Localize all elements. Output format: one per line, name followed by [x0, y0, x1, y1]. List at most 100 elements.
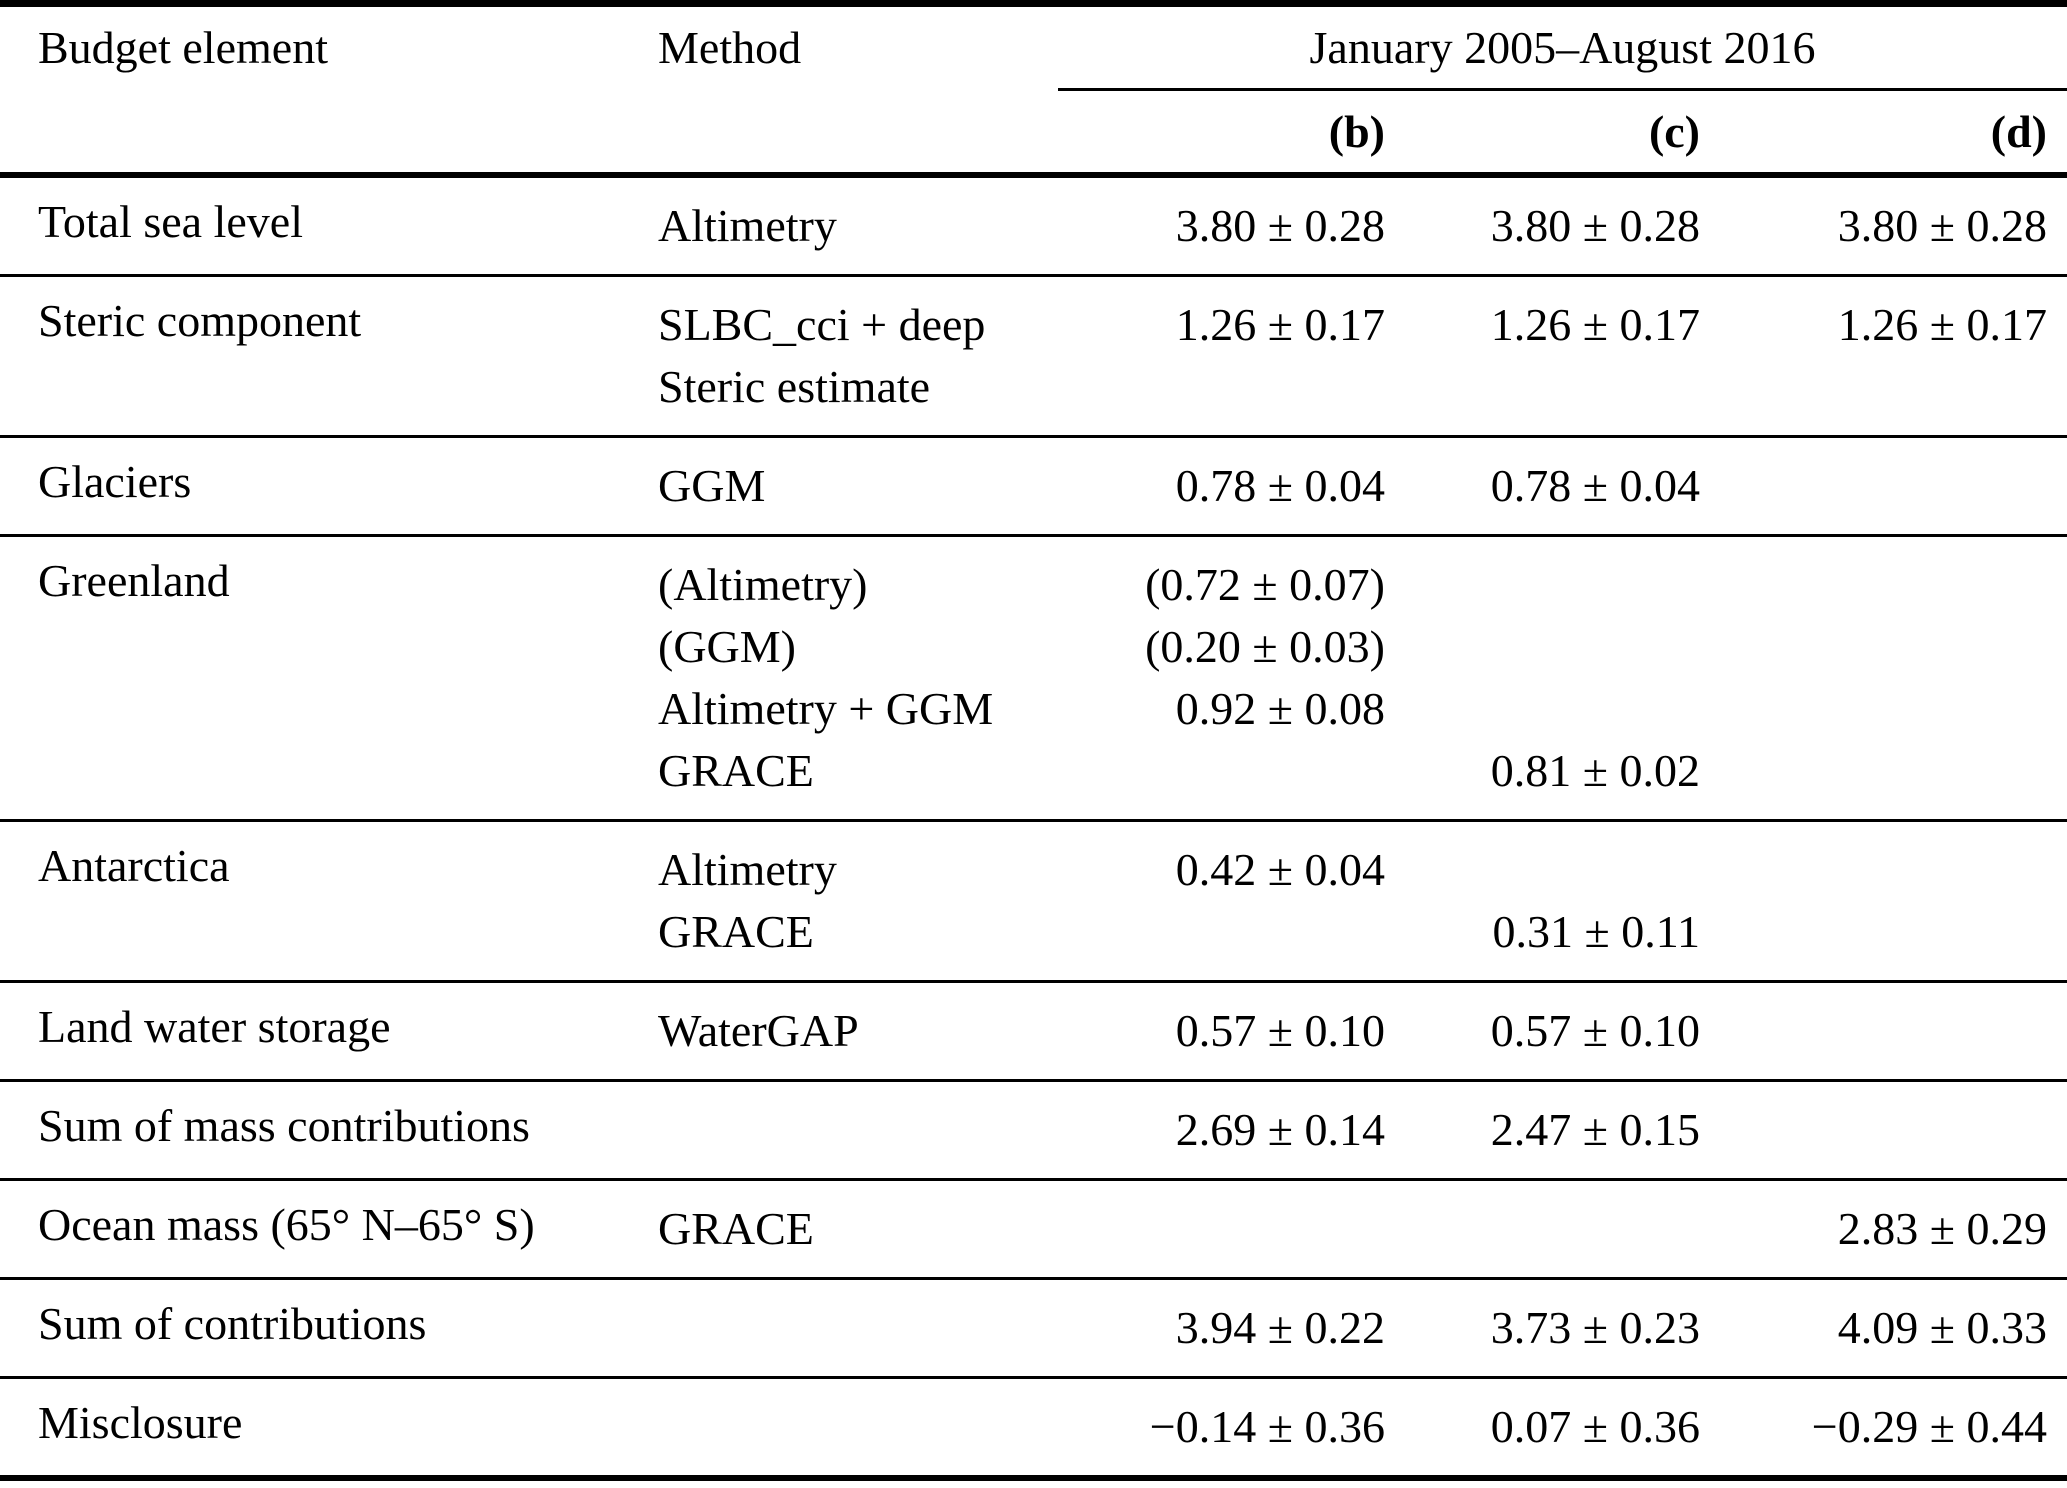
value-cell-c: 2.47 ± 0.15	[1385, 1081, 1700, 1180]
table-header: Budget element Method January 2005–Augus…	[0, 0, 2067, 178]
cell-line	[1058, 901, 1385, 963]
col-header-method: Method	[658, 0, 1058, 90]
cell-line: GRACE	[658, 1203, 814, 1254]
value-cell-b: 3.94 ± 0.22	[1058, 1279, 1385, 1378]
value-cell-c: 0.57 ± 0.10	[1385, 982, 1700, 1081]
cell-line: 0.81 ± 0.02	[1490, 745, 1700, 796]
cell-line	[1058, 356, 1385, 418]
value-cell-c: 0.81 ± 0.02	[1385, 536, 1700, 821]
budget-element-cell: Land water storage	[38, 1001, 391, 1052]
value-cell-b	[1058, 1180, 1385, 1279]
cell-line: 3.80 ± 0.28	[1837, 200, 2047, 251]
cell-line: (0.20 ± 0.03)	[1145, 621, 1385, 672]
cell-line	[658, 1297, 1058, 1359]
value-cell-b: 0.78 ± 0.04	[1058, 437, 1385, 536]
cell-line: WaterGAP	[658, 1005, 859, 1056]
cell-line: −0.29 ± 0.44	[1811, 1401, 2047, 1452]
cell-line: 0.78 ± 0.04	[1490, 460, 1700, 511]
col-header-period: January 2005–August 2016	[1058, 0, 2067, 91]
value-cell-c: 0.31 ± 0.11	[1385, 821, 1700, 982]
cell-line	[1700, 1000, 2047, 1062]
cell-line: 3.80 ± 0.28	[1175, 200, 1385, 251]
header-spacer-1	[0, 89, 658, 178]
value-cell-c: 3.80 ± 0.28	[1385, 175, 1700, 276]
table-row: Total sea level Altimetry 3.80 ± 0.28 3.…	[0, 175, 2067, 276]
cell-line: Altimetry + GGM	[658, 683, 994, 734]
budget-element-cell: Misclosure	[38, 1397, 243, 1448]
cell-line	[658, 1396, 1058, 1458]
value-cell-b: 3.80 ± 0.28	[1058, 175, 1385, 276]
value-cell-d: 3.80 ± 0.28	[1700, 175, 2067, 276]
budget-element-cell: Greenland	[38, 555, 230, 606]
cell-line	[1700, 1099, 2047, 1161]
value-cell-b: 0.42 ± 0.04	[1058, 821, 1385, 982]
cell-line: Altimetry	[658, 844, 837, 895]
cell-line: SLBC_cci + deep	[658, 299, 986, 350]
cell-line	[1385, 1198, 1700, 1260]
col-header-budget-element: Budget element	[0, 0, 658, 90]
method-cell: Altimetry GRACE	[658, 821, 1058, 982]
method-cell: WaterGAP	[658, 982, 1058, 1081]
cell-line	[1700, 356, 2047, 418]
budget-element-cell: Ocean mass (65° N–65° S)	[38, 1199, 535, 1250]
header-spacer-2	[658, 89, 1058, 178]
value-cell-b: 0.57 ± 0.10	[1058, 982, 1385, 1081]
value-cell-d	[1700, 1081, 2067, 1180]
table-row: Steric component SLBC_cci + deep Steric e…	[0, 275, 2067, 437]
value-cell-d	[1700, 437, 2067, 536]
table-row: Ocean mass (65° N–65° S) GRACE 2.83 ± 0.…	[0, 1179, 2067, 1279]
value-cell-c: 1.26 ± 0.17	[1385, 276, 1700, 437]
cell-line: 2.47 ± 0.15	[1490, 1104, 1700, 1155]
budget-element-cell: Steric component	[38, 295, 362, 346]
cell-line	[1700, 455, 2047, 517]
value-cell-d: 2.83 ± 0.29	[1700, 1180, 2067, 1279]
value-cell-d: 4.09 ± 0.33	[1700, 1279, 2067, 1378]
method-cell	[658, 1378, 1058, 1479]
cell-line	[1700, 678, 2047, 740]
value-cell-b: (0.72 ± 0.07) (0.20 ± 0.03) 0.92 ± 0.08	[1058, 536, 1385, 821]
budget-element-cell: Antarctica	[38, 840, 230, 891]
value-cell-b: −0.14 ± 0.36	[1058, 1378, 1385, 1479]
method-cell	[658, 1279, 1058, 1378]
cell-line: 4.09 ± 0.33	[1837, 1302, 2047, 1353]
cell-line: 0.57 ± 0.10	[1175, 1005, 1385, 1056]
col-header-b: (b)	[1058, 89, 1385, 178]
cell-line: 0.07 ± 0.36	[1490, 1401, 1700, 1452]
value-cell-d	[1700, 821, 2067, 982]
table-body: Total sea level Altimetry 3.80 ± 0.28 3.…	[0, 175, 2067, 1478]
cell-line	[1700, 740, 2047, 802]
cell-line	[1385, 616, 1700, 678]
cell-line: GRACE	[658, 906, 814, 957]
method-cell: (Altimetry) (GGM) Altimetry + GGM GRACE	[658, 536, 1058, 821]
cell-line	[1385, 356, 1700, 418]
cell-line: 0.31 ± 0.11	[1492, 906, 1700, 957]
cell-line: 1.26 ± 0.17	[1490, 299, 1700, 350]
table-row: Greenland (Altimetry) (GGM) Altimetry + GG…	[0, 535, 2067, 821]
value-cell-c: 3.73 ± 0.23	[1385, 1279, 1700, 1378]
cell-line: 3.73 ± 0.23	[1490, 1302, 1700, 1353]
cell-line	[1700, 839, 2047, 901]
cell-line: −0.14 ± 0.36	[1149, 1401, 1385, 1452]
cell-line: 1.26 ± 0.17	[1837, 299, 2047, 350]
cell-line	[658, 1099, 1058, 1161]
col-header-d: (d)	[1700, 89, 2067, 178]
table-row: Antarctica Altimetry GRACE 0.42 ± 0.04 0.…	[0, 820, 2067, 982]
header-row-top: Budget element Method January 2005–Augus…	[0, 0, 2067, 91]
cell-line: 0.78 ± 0.04	[1175, 460, 1385, 511]
cell-line	[1700, 901, 2047, 963]
value-cell-c	[1385, 1180, 1700, 1279]
cell-line	[1385, 678, 1700, 740]
cell-line	[1385, 554, 1700, 616]
method-cell: Altimetry	[658, 175, 1058, 276]
cell-line: 0.42 ± 0.04	[1175, 844, 1385, 895]
method-cell: GRACE	[658, 1180, 1058, 1279]
value-cell-d: −0.29 ± 0.44	[1700, 1378, 2067, 1479]
budget-element-cell: Sum of mass contributions	[38, 1100, 530, 1151]
cell-line	[1700, 554, 2047, 616]
table-row: Glaciers GGM 0.78 ± 0.04 0.78 ± 0.04	[0, 436, 2067, 536]
cell-line	[1385, 839, 1700, 901]
cell-line: (Altimetry)	[658, 559, 868, 610]
cell-line	[1700, 616, 2047, 678]
